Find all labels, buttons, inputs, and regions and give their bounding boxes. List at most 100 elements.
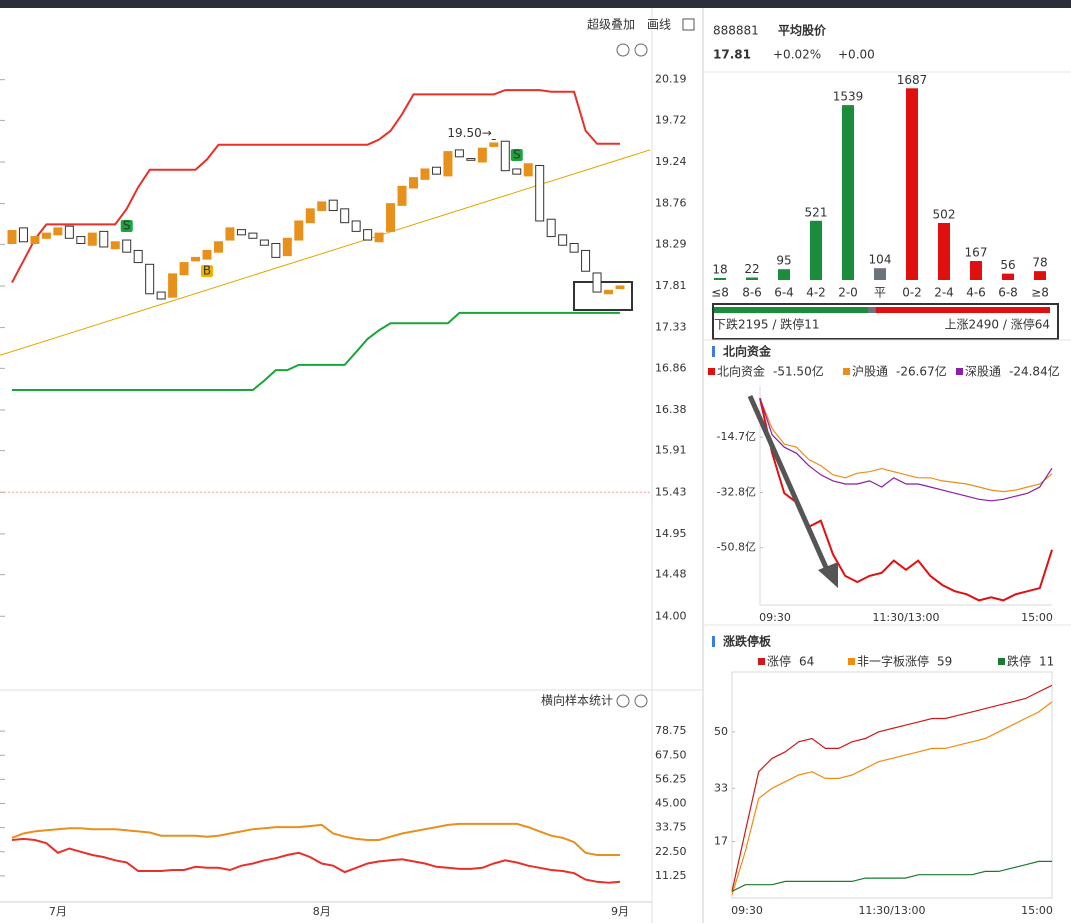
y-tick-label: 14.00 [655,609,687,622]
settings-icon[interactable] [616,694,630,708]
price: 17.81 [713,48,751,62]
candle [374,232,384,243]
candle [168,273,178,298]
y-tick-label: 15.91 [655,444,687,457]
y-tick-label: 56.25 [655,772,687,785]
y-tick-label: -14.7亿 [717,430,756,443]
bar-value: 502 [933,207,956,221]
bar-value: 1687 [897,73,928,87]
bar [1002,273,1014,280]
candle [122,239,132,253]
section-title: 北向资金 [723,344,772,359]
candle [156,291,166,300]
y-tick-label: 17 [714,835,728,848]
legend-name: 沪股通 [852,365,888,379]
y-tick-label: 19.24 [655,155,687,168]
candle [294,220,304,241]
x-tick-label: 7月 [49,905,67,918]
stock-name: 平均股价 [778,23,827,38]
candle [420,168,430,180]
y-tick-label: 20.19 [655,73,687,86]
y-tick-label: 14.48 [655,568,687,581]
x-tick-label: 09:30 [731,904,763,917]
y-tick-label: -50.8亿 [717,541,756,554]
layout-icon[interactable] [682,18,695,31]
help-icon[interactable] [634,694,648,708]
x-tick-label: 11:30/13:00 [858,904,925,917]
help-icon[interactable] [634,43,648,57]
y-tick-label: 18.76 [655,197,687,210]
candle [41,232,51,239]
candle [179,262,189,276]
candle [271,243,281,258]
candle [18,227,28,243]
legend-value: 11 [1039,655,1054,669]
signal-label: S [513,147,521,161]
high-label: 19.50→ [447,126,491,140]
section-marker [712,636,715,647]
section-marker [712,346,715,357]
change: +0.00 [838,48,875,62]
legend-swatch [956,368,963,375]
bar-category: ≥8 [1031,286,1049,300]
candle [546,218,556,238]
bar-category: 6-4 [774,286,794,300]
section-title: 涨跌停板 [723,634,772,649]
bar-value: 56 [1000,258,1015,272]
legend-name: 北向资金 [717,364,765,379]
candle [328,199,338,212]
signal-marker [120,220,133,233]
series-line [731,684,1053,892]
candle [145,263,155,295]
top-bar [0,0,1071,8]
series-line [759,397,1053,493]
draw-button[interactable]: 画线 [647,18,671,32]
x-tick-label: 09:30 [759,611,791,624]
series-line [731,701,1053,895]
legend-value: -26.67亿 [896,364,947,379]
x-tick-label: 15:00 [1021,611,1053,624]
bar-value: 95 [776,254,791,268]
bar-category: 0-2 [902,286,922,300]
candle [64,225,74,239]
bar [874,268,886,280]
candle [317,201,327,212]
candle [477,147,487,163]
breadth-segment [875,307,1050,313]
bar [746,277,758,280]
signal-marker [201,265,214,278]
candle [523,163,533,177]
y-tick-label: 19.72 [655,113,687,126]
candle [558,234,568,246]
legend-swatch [998,658,1005,665]
sample-title: 横向样本统计 [541,693,613,708]
signal-label: S [123,219,131,233]
candle [604,289,614,295]
legend-swatch [758,658,765,665]
bar-category: 8-6 [742,286,762,300]
signal-label: B [203,264,211,278]
x-tick-label: 11:30/13:00 [872,611,939,624]
highlight-box [573,281,633,311]
settings-icon[interactable] [616,43,630,57]
y-tick-label: 22.50 [655,845,687,858]
candle [53,227,63,236]
overlay-button[interactable]: 超级叠加 [587,17,635,32]
signal-marker [510,148,523,161]
candle [466,158,476,161]
candle [225,227,235,241]
candle [236,229,246,236]
annotation-arrow [747,394,831,574]
legend-value: 59 [937,655,952,669]
candle [512,168,522,175]
candle [191,256,201,262]
y-tick-label: 33.75 [655,821,687,834]
down-count: 下跌2195 / 跌停11 [714,317,819,332]
candle [489,142,499,147]
y-tick-label: -32.8亿 [717,486,756,499]
candle [443,151,453,177]
bar [810,220,822,280]
legend-swatch [848,658,855,665]
x-tick-label: 8月 [313,905,331,918]
